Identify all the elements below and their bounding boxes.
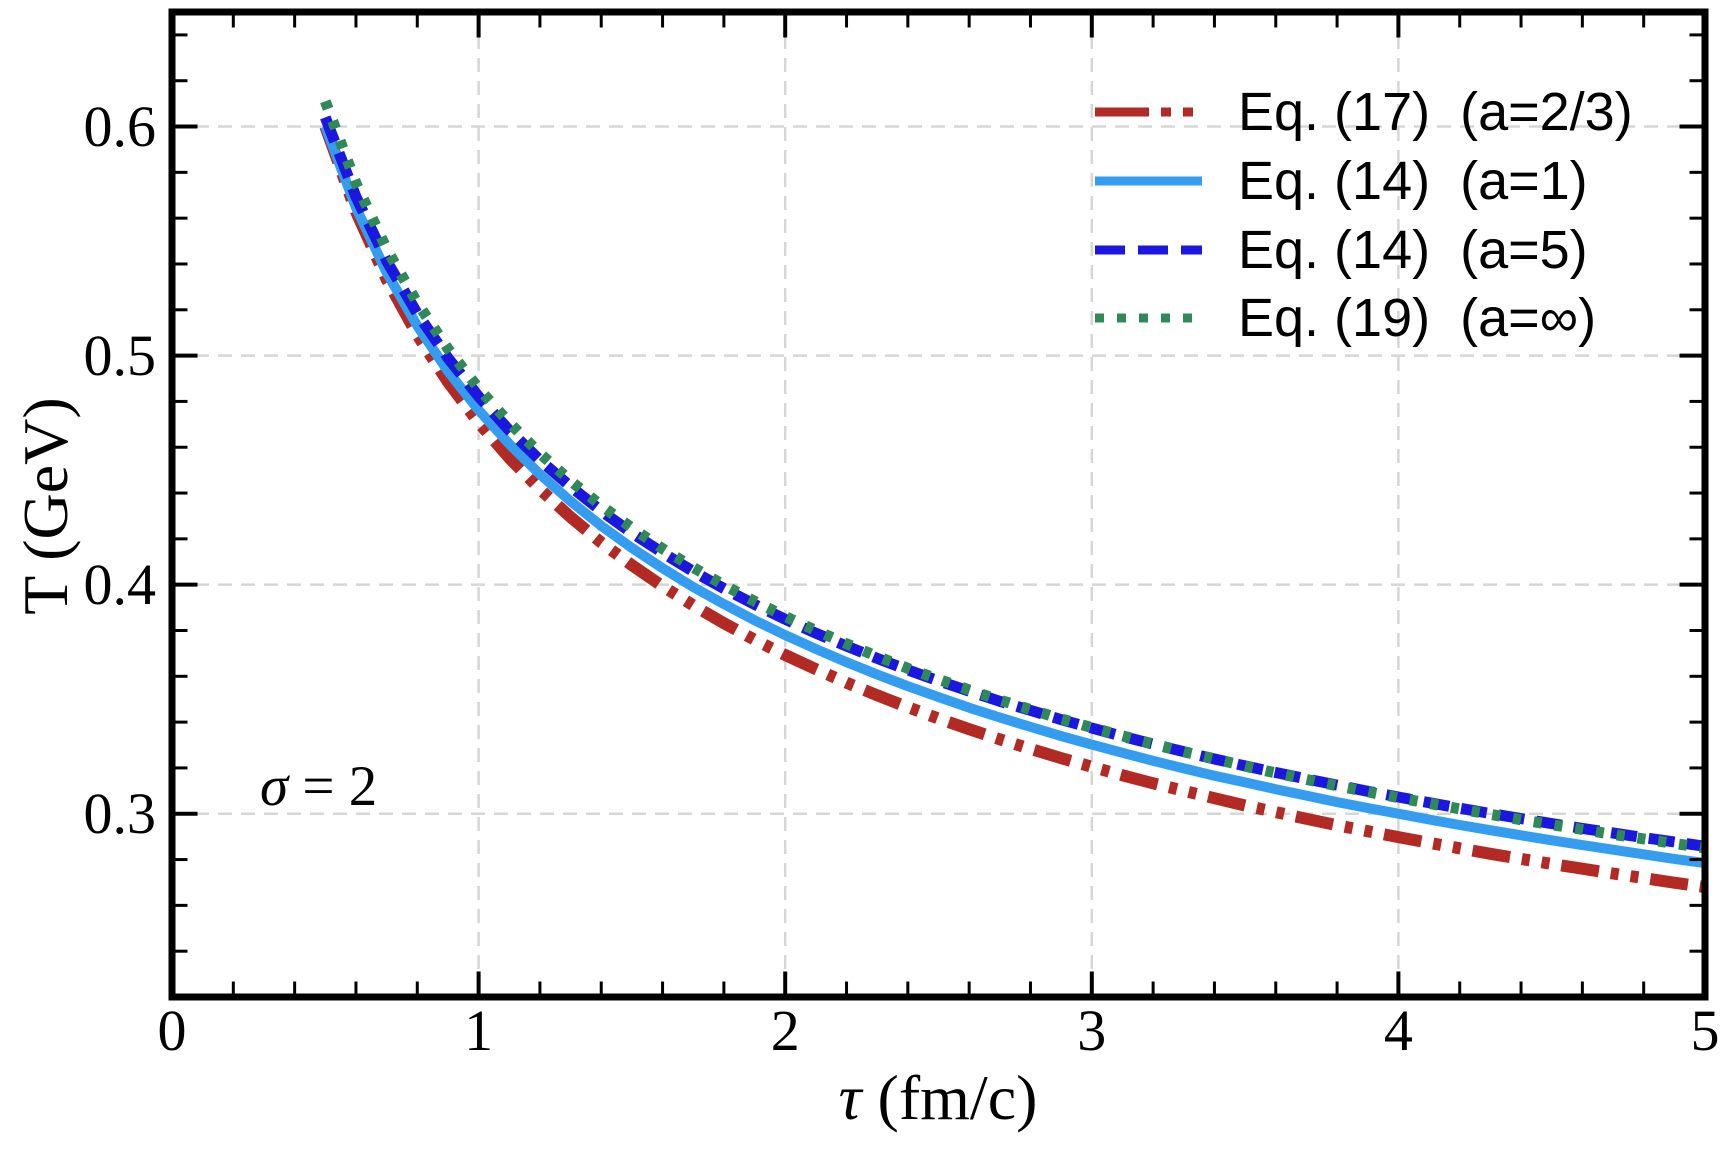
y-tick-label: 0.6 (83, 93, 157, 159)
curve-eq19-a-inf (320, 99, 1705, 854)
sigma-symbol: σ (260, 755, 289, 818)
y-tick-label: 0.4 (83, 551, 157, 617)
legend-label-eq19-a-inf: Eq. (19) (a=∞) (1238, 288, 1597, 348)
x-axis-title-symbol: τ (838, 1062, 862, 1133)
legend-label-eq14-a-5: Eq. (14) (a=5) (1238, 220, 1588, 280)
curve-eq14-a-1 (320, 124, 1705, 868)
x-tick-label: 5 (1690, 998, 1720, 1063)
x-tick-label: 0 (157, 998, 187, 1063)
sigma-annotation: σ = 2 (260, 758, 377, 815)
x-tick-label: 4 (1383, 998, 1413, 1063)
x-axis-title: τ (fm/c) (839, 1066, 1038, 1130)
gridlines (172, 12, 1705, 997)
x-tick-label: 1 (464, 998, 494, 1063)
sigma-value: = 2 (288, 755, 378, 818)
plot-frame (168, 8, 1709, 1001)
y-tick-label: 0.3 (83, 780, 157, 846)
y-axis-title: T (GeV) (10, 397, 81, 615)
y-tick-label: 0.5 (83, 322, 157, 388)
legend-label-eq14-a-1: Eq. (14) (a=1) (1238, 151, 1588, 211)
x-axis-title-units: (fm/c) (861, 1062, 1038, 1133)
x-tick-label: 2 (770, 998, 800, 1063)
legend-label-eq17-a-2-3: Eq. (17) (a=2/3) (1238, 82, 1633, 142)
curve-eq17-a-2-3 (319, 124, 1705, 893)
tick-marks (170, 15, 1707, 999)
curves (319, 99, 1705, 893)
legend-swatches (1095, 107, 1202, 323)
x-tick-label: 3 (1077, 998, 1107, 1063)
